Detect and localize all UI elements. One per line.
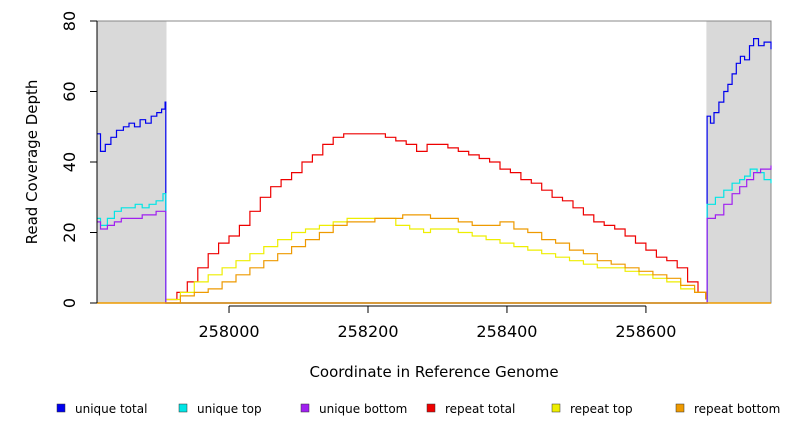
x-axis: 258000 258200 258400 258600 — [198, 305, 676, 341]
series-repeat-bottom — [166, 214, 707, 304]
x-axis-title: Coordinate in Reference Genome — [309, 363, 558, 381]
legend: unique total unique top unique bottom repea… — [56, 402, 780, 416]
x-tick-label: 258400 — [476, 322, 537, 341]
y-axis: 0 20 40 60 80 — [60, 11, 98, 308]
y-tick-label: 0 — [60, 298, 79, 308]
y-tick-label: 20 — [60, 222, 79, 242]
series-unique-total — [97, 38, 772, 304]
x-tick-label: 258600 — [615, 322, 676, 341]
x-tick-label: 258200 — [337, 322, 398, 341]
legend-label: repeat top — [570, 402, 633, 416]
legend-label: repeat total — [445, 402, 515, 416]
series-lines — [97, 38, 772, 304]
y-tick-label: 40 — [60, 152, 79, 172]
legend-swatch — [56, 403, 66, 413]
legend-label: unique total — [75, 402, 147, 416]
legend-swatch — [675, 403, 685, 413]
shaded-regions — [97, 21, 771, 303]
legend-swatch — [178, 403, 188, 413]
shaded-region-0 — [97, 21, 167, 303]
legend-swatch — [551, 403, 561, 413]
legend-label: repeat bottom — [694, 402, 780, 416]
y-tick-label: 60 — [60, 81, 79, 101]
series-repeat-top — [166, 217, 707, 301]
legend-label: unique bottom — [319, 402, 407, 416]
y-axis-title: Read Coverage Depth — [23, 80, 41, 245]
legend-swatch — [300, 403, 310, 413]
x-tick-label: 258000 — [198, 322, 259, 341]
series-repeat-total — [166, 133, 707, 301]
series-unique-top — [97, 168, 772, 304]
y-tick-label: 80 — [60, 11, 79, 31]
shaded-region-1 — [706, 21, 771, 303]
legend-swatch — [426, 403, 436, 413]
legend-label: unique top — [197, 402, 262, 416]
